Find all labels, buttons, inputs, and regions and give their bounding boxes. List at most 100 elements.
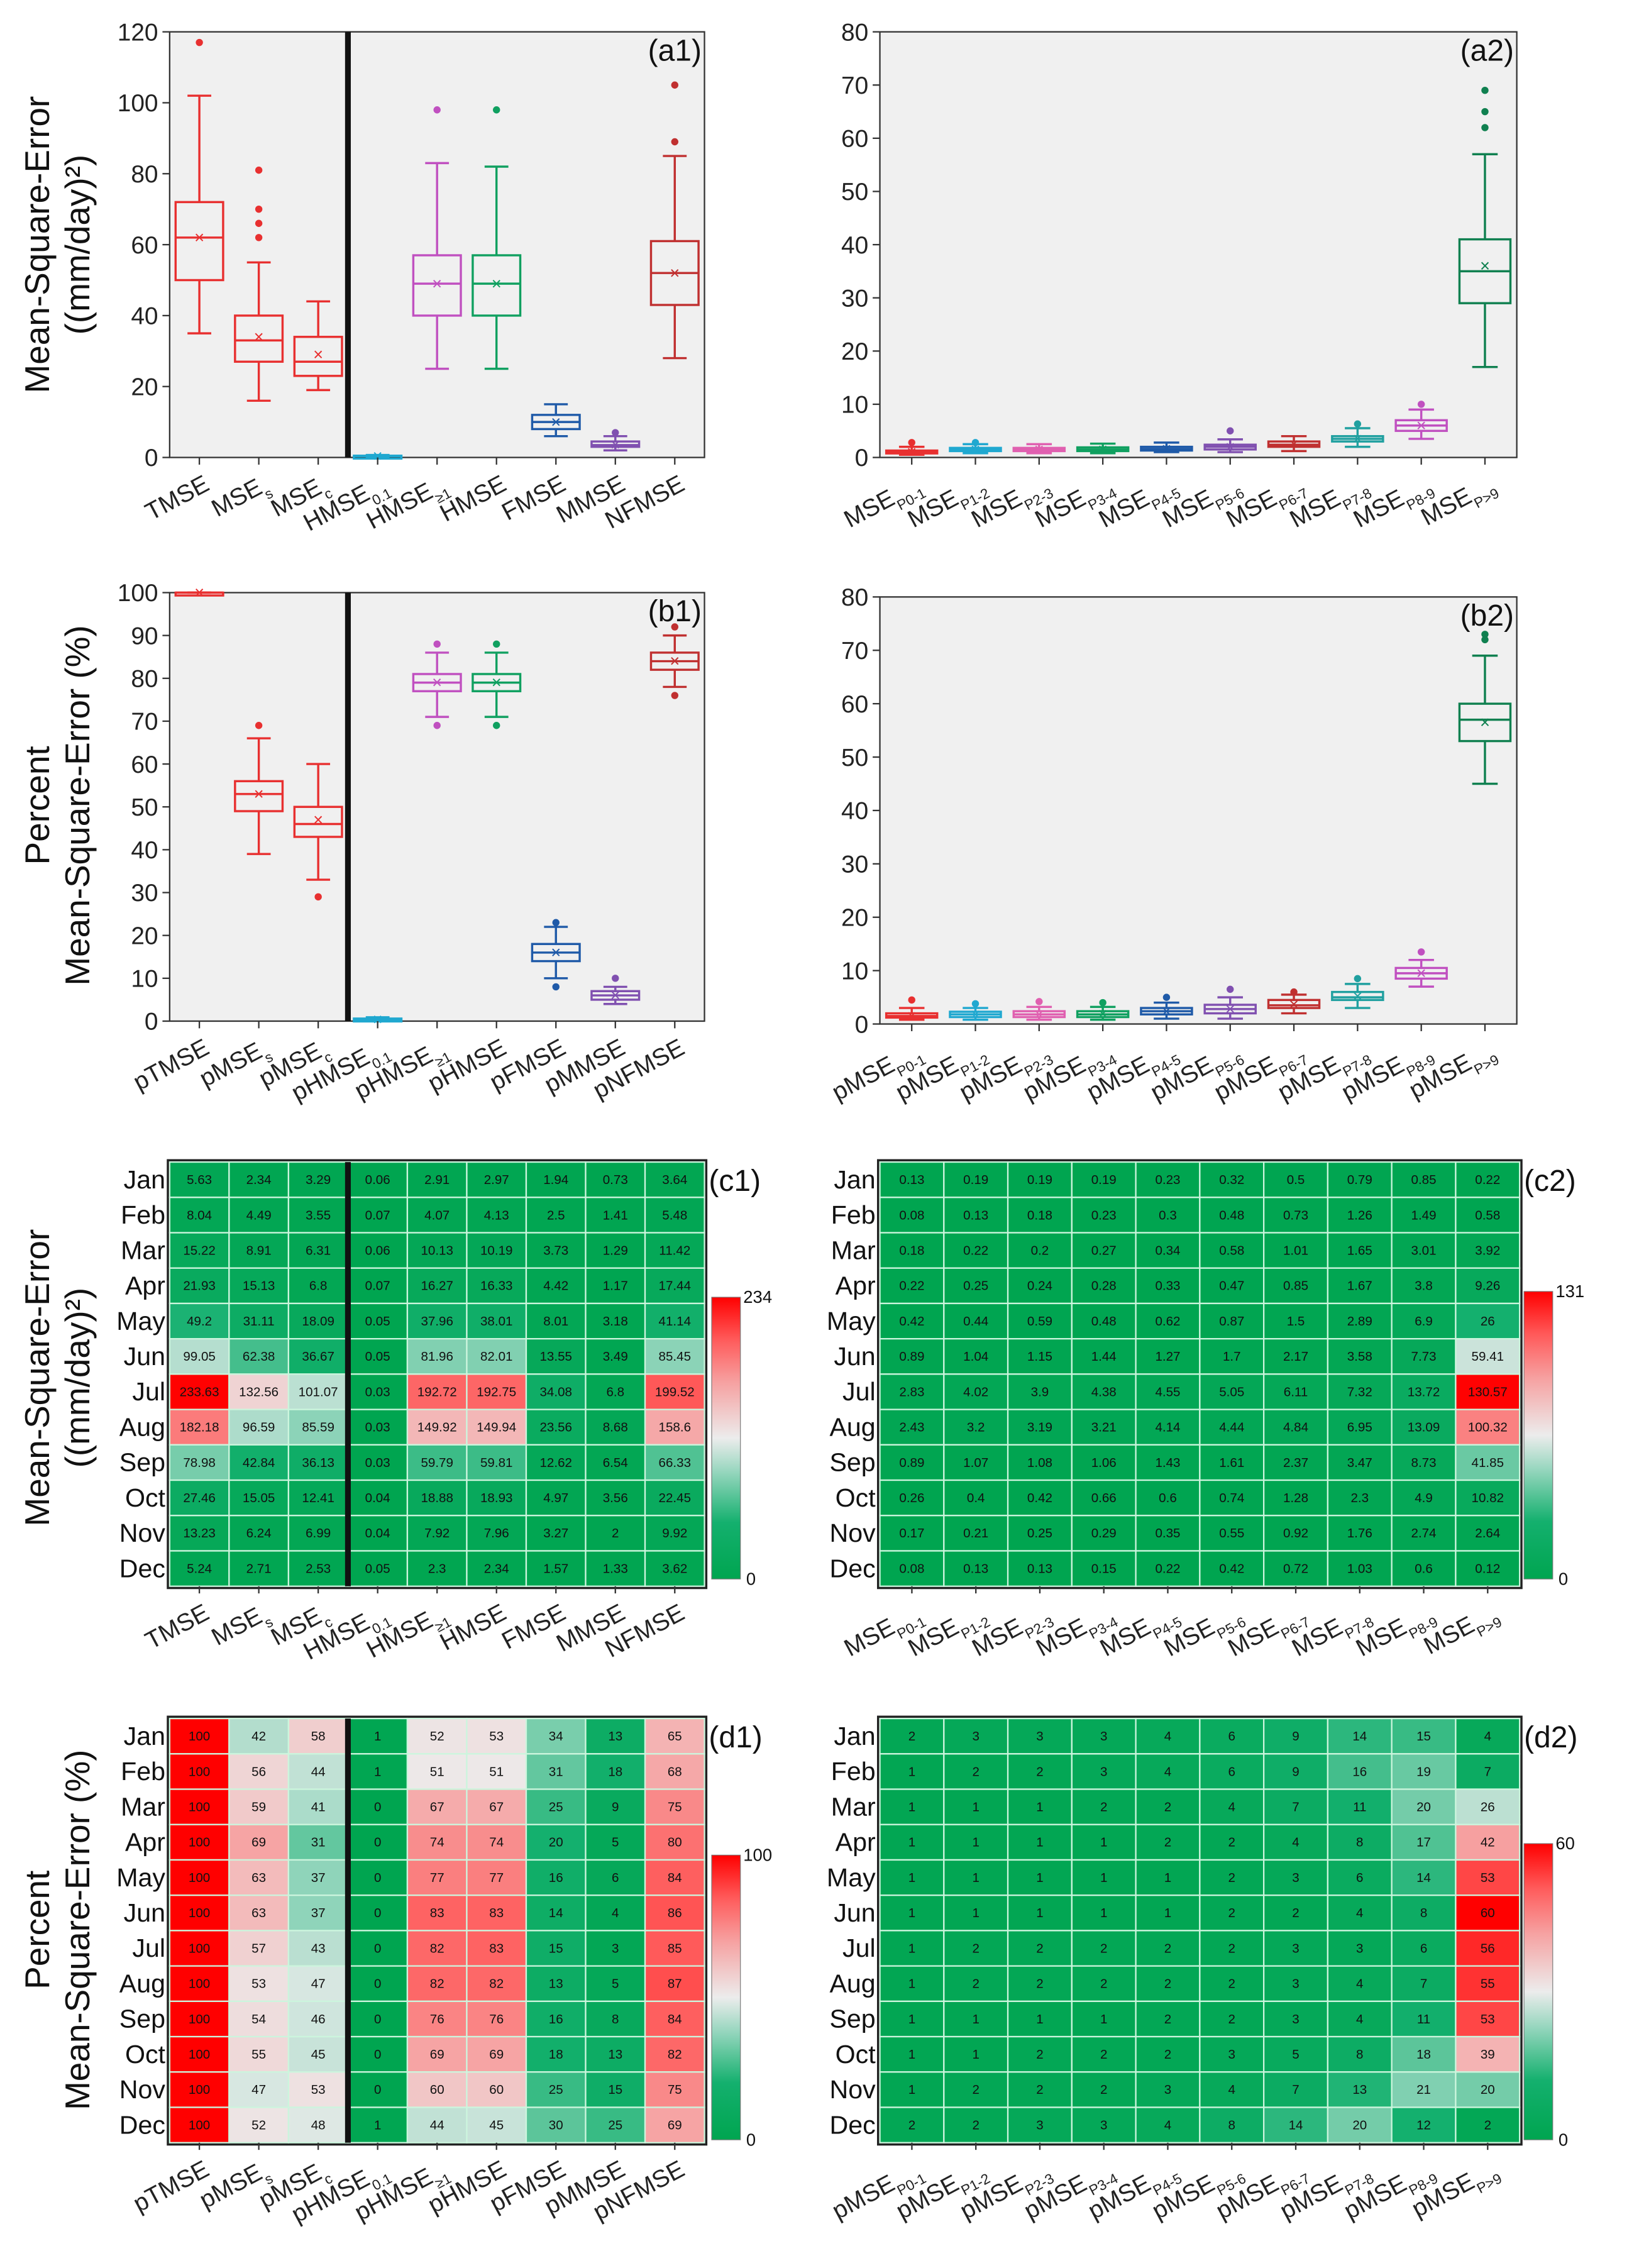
cell-value: 0	[374, 2012, 381, 2027]
heatmap-cell	[466, 2106, 527, 2144]
outlier-point	[971, 1000, 980, 1008]
ytitle-b-line1: Percent	[18, 746, 57, 865]
cell-value: 0	[374, 1906, 381, 1920]
cell-value: 3.29	[306, 1173, 331, 1187]
cell-value: 2	[1228, 1977, 1235, 1991]
cell-value: 76	[430, 2012, 444, 2027]
box-6: ×	[531, 919, 581, 991]
heatmap-cell	[879, 1444, 945, 1481]
cell-value: 6.11	[1284, 1385, 1308, 1399]
cell-value: 4	[1164, 1764, 1171, 1779]
cell-value: 100	[189, 1906, 210, 1920]
heatmap-cell	[406, 1267, 468, 1305]
heatmap-cell	[1455, 1444, 1521, 1481]
heatmap-cell	[406, 2000, 468, 2038]
cell-value: 1.33	[603, 1561, 628, 1576]
cell-value: 1.15	[1027, 1349, 1052, 1364]
category-main: pMSE	[1337, 1051, 1409, 1107]
y-tick-label: 20	[131, 922, 158, 949]
cell-value: 1	[1036, 1835, 1043, 1850]
heatmap-cell	[1199, 1823, 1265, 1861]
heatmap-cell	[287, 1515, 349, 1552]
cell-value: 1	[1036, 2012, 1043, 2027]
cell-value: 1	[972, 2012, 979, 2027]
heatmap-cell	[287, 1302, 349, 1340]
heatmap-cell	[525, 2035, 587, 2073]
heatmap-cell	[1455, 1895, 1521, 1932]
heatmap-cell	[1135, 1930, 1201, 1967]
y-tick-label: 40	[841, 798, 868, 825]
cell-value: 149.92	[417, 1420, 457, 1435]
outlier-point	[671, 692, 679, 699]
cell-value: 58	[311, 1729, 326, 1744]
cell-value: 6.95	[1347, 1420, 1372, 1435]
cell-value: 66.33	[659, 1456, 692, 1470]
heatmap-cell	[1071, 1550, 1137, 1587]
heatmap-cell	[1391, 1444, 1457, 1481]
y-tick-label: 70	[841, 72, 868, 99]
cell-value: 130.57	[1468, 1385, 1508, 1399]
cell-value: 4.14	[1155, 1420, 1180, 1435]
cell-value: 0.25	[963, 1279, 988, 1293]
cell-value: 8	[1356, 1835, 1363, 1850]
heatmap-cell	[1455, 1479, 1521, 1517]
mean-marker: ×	[254, 784, 264, 804]
cell-value: 0.08	[899, 1561, 924, 1576]
heatmap-cell	[1071, 1965, 1137, 2002]
colorbar	[711, 1854, 741, 2140]
category-label: MSEs	[207, 1599, 276, 1656]
cell-value: 0.22	[1475, 1173, 1500, 1187]
heatmap-cell	[1262, 1302, 1329, 1340]
y-tick-label: 60	[131, 751, 158, 778]
category-main: pMSE	[827, 1051, 899, 1107]
heatmap-cell	[1327, 1930, 1393, 1967]
cell-value: 6	[1356, 1871, 1363, 1885]
y-tick-label: 30	[841, 285, 868, 312]
cell-value: 13.23	[183, 1526, 216, 1541]
cell-value: 2	[1228, 1906, 1235, 1920]
heatmap-cell	[585, 1232, 646, 1269]
y-tick-label: 100	[118, 90, 158, 117]
cell-value: 1	[908, 1871, 915, 1885]
cell-value: 54	[251, 2012, 266, 2027]
cell-value: 8.01	[543, 1314, 568, 1329]
outlier-point	[433, 106, 441, 114]
category-main: pMSE	[955, 1051, 1027, 1107]
heatmap-cell	[1135, 2000, 1201, 2038]
cell-value: 10.19	[480, 1243, 513, 1258]
cell-value: 0.35	[1155, 1526, 1180, 1541]
y-tick-label: 120	[118, 19, 158, 46]
heatmap-cell	[585, 1930, 646, 1967]
heatmap-cell	[1455, 1197, 1521, 1234]
heatmap-cell	[466, 1444, 527, 1481]
cell-value: 100	[189, 2083, 210, 2097]
cell-value: 51	[430, 1764, 444, 1779]
month-label: Oct	[125, 2040, 166, 2069]
box-3: ×	[353, 1009, 403, 1029]
cell-value: 0.13	[963, 1208, 988, 1222]
cell-value: 56	[251, 1764, 266, 1779]
outlier-point	[1481, 636, 1489, 644]
heatmap-cell	[466, 2000, 527, 2038]
panels: 020406080100120×TMSE×MSEs×MSEc×HMSE0.1×H…	[116, 19, 1584, 2228]
cell-value: 82.01	[480, 1349, 513, 1364]
outlier-point	[493, 106, 500, 114]
cell-value: 192.72	[417, 1385, 457, 1399]
panel-b2: 01020304050607080×pMSEP0-1×pMSEP1-2×pMSE…	[827, 584, 1518, 1107]
cell-value: 4	[612, 1906, 619, 1920]
category-main: MSE	[207, 473, 267, 523]
cell-value: 83	[489, 1906, 504, 1920]
cell-value: 4.42	[543, 1279, 568, 1293]
cell-value: 7.96	[484, 1526, 509, 1541]
heatmap-cell	[1391, 1267, 1457, 1305]
heatmap-cell	[1455, 1859, 1521, 1896]
category-main: pMSE	[891, 1051, 963, 1107]
outlier-point	[1227, 985, 1234, 993]
category-label: HMSE	[436, 470, 510, 528]
cell-value: 5	[612, 1977, 619, 1991]
heatmap-cell	[168, 1753, 230, 1790]
heatmap-cell	[1391, 2071, 1457, 2108]
mean-marker: ×	[194, 583, 204, 602]
heatmap-cell	[1327, 1550, 1393, 1587]
